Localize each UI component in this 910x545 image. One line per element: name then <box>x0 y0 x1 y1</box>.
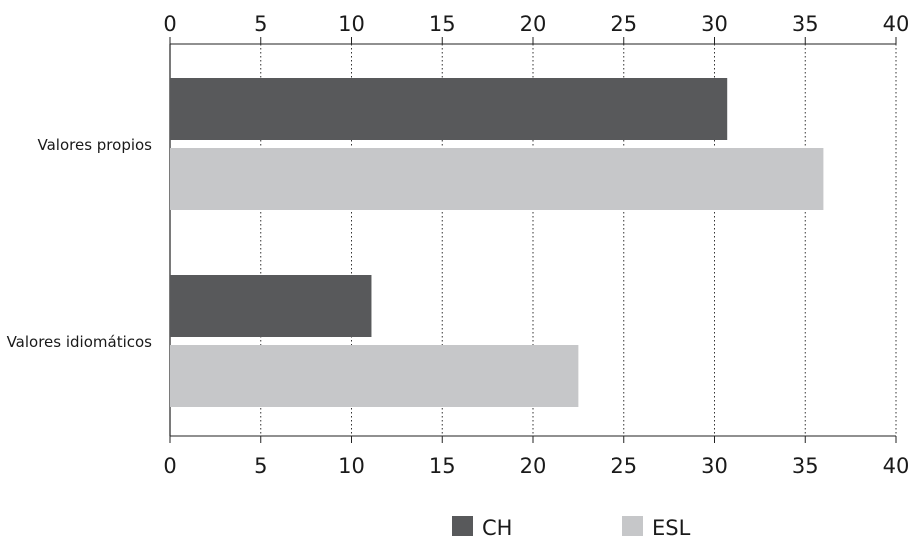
x-tick-label-bottom: 35 <box>792 454 819 478</box>
x-tick-label-top: 40 <box>883 12 910 36</box>
x-tick-label-bottom: 25 <box>610 454 637 478</box>
x-tick-label-top: 10 <box>338 12 365 36</box>
x-tick-label-bottom: 15 <box>429 454 456 478</box>
legend-label-esl: ESL <box>652 516 691 540</box>
legend-swatch-esl <box>622 516 643 536</box>
legend-label-ch: CH <box>482 516 512 540</box>
x-tick-label-bottom: 20 <box>520 454 547 478</box>
x-tick-label-top: 0 <box>163 12 176 36</box>
x-tick-label-top: 15 <box>429 12 456 36</box>
x-tick-label-bottom: 0 <box>163 454 176 478</box>
x-tick-label-bottom: 40 <box>883 454 910 478</box>
x-tick-label-bottom: 5 <box>254 454 267 478</box>
bar-ch-1 <box>170 78 728 140</box>
x-tick-label-top: 30 <box>701 12 728 36</box>
category-label: Valores idiomáticos <box>7 333 153 351</box>
bar-esl-2 <box>170 345 579 407</box>
x-tick-label-bottom: 10 <box>338 454 365 478</box>
category-label: Valores propios <box>38 136 153 154</box>
bar-ch-2 <box>170 275 372 337</box>
x-tick-label-top: 25 <box>610 12 637 36</box>
legend-swatch-ch <box>452 516 473 536</box>
x-tick-label-top: 20 <box>520 12 547 36</box>
x-tick-label-top: 5 <box>254 12 267 36</box>
bar-esl-1 <box>170 148 824 210</box>
x-tick-label-top: 35 <box>792 12 819 36</box>
x-tick-label-bottom: 30 <box>701 454 728 478</box>
